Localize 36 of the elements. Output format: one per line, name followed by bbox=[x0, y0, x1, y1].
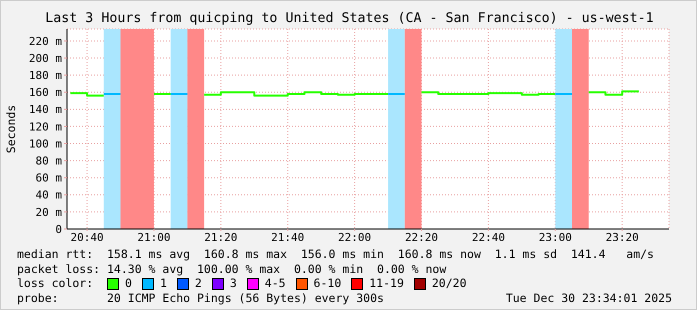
y-tick-label: 220 m bbox=[28, 34, 62, 48]
legend-title: loss color: bbox=[17, 276, 94, 292]
y-tick-label: 100 m bbox=[28, 137, 62, 150]
x-tick-label: 21:20 bbox=[204, 230, 238, 244]
y-tick-label: 40 m bbox=[36, 188, 62, 202]
x-tick-label: 22:20 bbox=[404, 230, 438, 244]
y-tick-label: 120 m bbox=[28, 120, 62, 134]
legend-label: 2 bbox=[194, 276, 202, 292]
y-tick-label: 180 m bbox=[28, 69, 62, 82]
y-tick-label: 160 m bbox=[28, 86, 62, 100]
x-tick-label: 21:40 bbox=[271, 230, 304, 244]
legend-label: 11-19 bbox=[369, 276, 404, 292]
x-tick-label: 20:40 bbox=[70, 230, 104, 244]
chart-title: Last 3 Hours from quicping to United States (CA - San Francisco) - us-west-1 bbox=[44, 11, 655, 26]
legend-label: 0 bbox=[125, 276, 132, 292]
legend-label: 1 bbox=[160, 276, 167, 292]
y-tick-label: 140 m bbox=[28, 103, 62, 116]
legend-label: 6-10 bbox=[314, 276, 342, 292]
legend-label: 4-5 bbox=[264, 276, 286, 292]
y-tick-label: 200 m bbox=[28, 52, 62, 65]
legend-label: 3 bbox=[230, 276, 237, 292]
text: probe: 20 ICMP Echo Pings (56 Bytes) every 300s bbox=[17, 291, 384, 306]
x-tick-label: 23:00 bbox=[538, 230, 572, 244]
legend-label: 20/20 bbox=[432, 276, 466, 292]
y-tick-label: 80 m bbox=[36, 154, 62, 168]
y-tick-label: 0 bbox=[55, 222, 62, 236]
x-tick-label: 21:00 bbox=[137, 230, 171, 244]
y-tick-label: 60 m bbox=[36, 172, 62, 185]
x-tick-label: 23:20 bbox=[606, 230, 639, 244]
y-tick-label: 20 m bbox=[36, 206, 62, 219]
x-tick-label: 22:00 bbox=[338, 230, 372, 244]
text: median rtt: 158.1 ms avg 160.8 ms max 156.0 ms min 160.8 ms now 1.1 ms sd 141.4 am/s bbox=[17, 247, 655, 262]
y-axis-title: Seconds bbox=[4, 104, 18, 154]
text: packet loss: 14.30 % avg 100.00 % max 0.00 % min 0.00 % now bbox=[17, 262, 448, 276]
text: Tue Dec 30 23:34:01 2025 bbox=[506, 291, 672, 306]
x-tick-label: 22:40 bbox=[472, 230, 505, 244]
